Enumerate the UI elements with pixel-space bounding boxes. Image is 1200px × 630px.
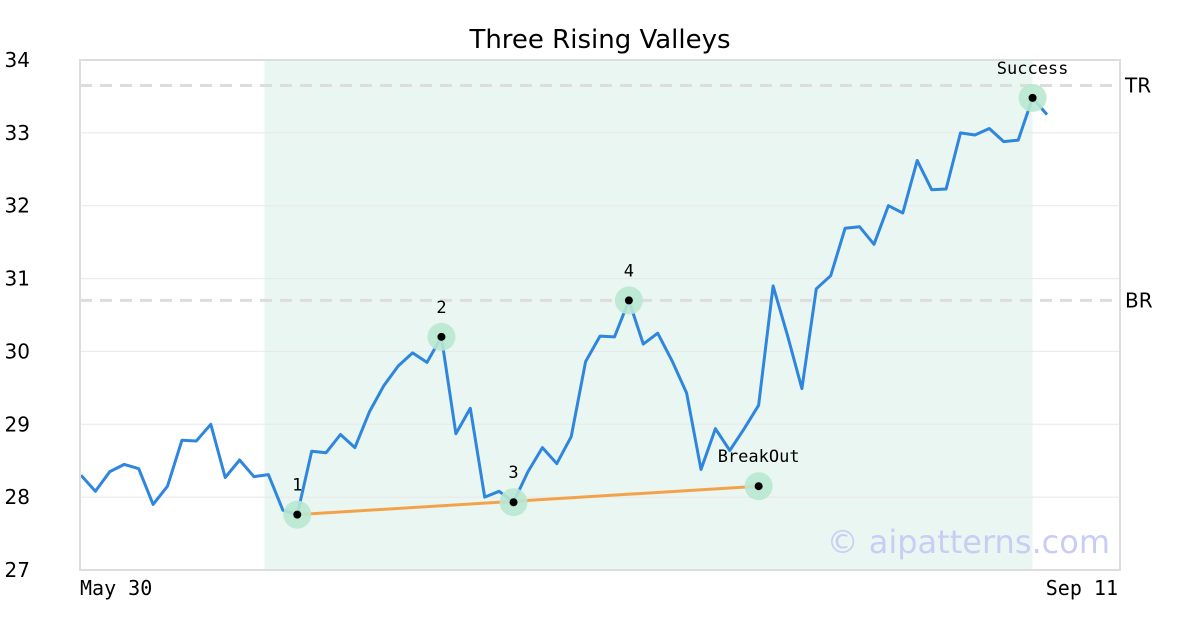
pattern-markers-layer: 1 2 3 4 BreakOut Success <box>283 59 1068 529</box>
pattern-point <box>624 296 633 305</box>
y-axis-ticks: 27 28 29 30 31 32 33 34 <box>5 48 30 582</box>
pattern-point-label: 3 <box>508 463 518 483</box>
watermark: © aipatterns.com <box>827 523 1110 561</box>
pattern-point <box>293 510 302 519</box>
x-tick-label: May 30 <box>80 576 152 600</box>
pattern-point <box>509 498 518 507</box>
trendline-layer <box>297 484 759 517</box>
pattern-point-label: Success <box>997 59 1069 79</box>
x-tick-label: Sep 11 <box>1046 576 1118 600</box>
trendline <box>297 484 759 517</box>
pattern-point-label: 1 <box>292 476 302 496</box>
chart-title: Three Rising Valleys <box>468 25 730 55</box>
pattern-point <box>1028 93 1037 102</box>
grid-layer <box>80 132 1120 498</box>
plot-frame <box>79 59 1121 571</box>
pattern-point <box>754 482 763 491</box>
pattern-point <box>437 332 446 341</box>
y-tick-label: 28 <box>5 485 30 509</box>
y-tick-label: 34 <box>5 48 30 72</box>
pattern-point-label: BreakOut <box>718 447 800 467</box>
y-tick-label: 30 <box>5 339 30 363</box>
level-label: TR <box>1124 74 1151 98</box>
y-tick-label: 32 <box>5 194 30 218</box>
pattern-point-label: 2 <box>436 298 446 318</box>
pattern-region <box>264 60 1033 570</box>
price-line <box>79 96 1049 517</box>
y-tick-label: 31 <box>5 267 30 291</box>
pattern-point-label: 4 <box>624 261 634 281</box>
y-tick-label: 27 <box>5 558 30 582</box>
level-label: BR <box>1125 288 1153 312</box>
x-axis-ticks: May 30 Sep 11 <box>80 576 1118 600</box>
y-tick-label: 33 <box>5 121 30 145</box>
pattern-region-layer <box>264 60 1033 570</box>
y-tick-label: 29 <box>5 412 30 436</box>
series-layer <box>79 96 1049 517</box>
level-lines-layer: TR BR <box>80 74 1153 312</box>
